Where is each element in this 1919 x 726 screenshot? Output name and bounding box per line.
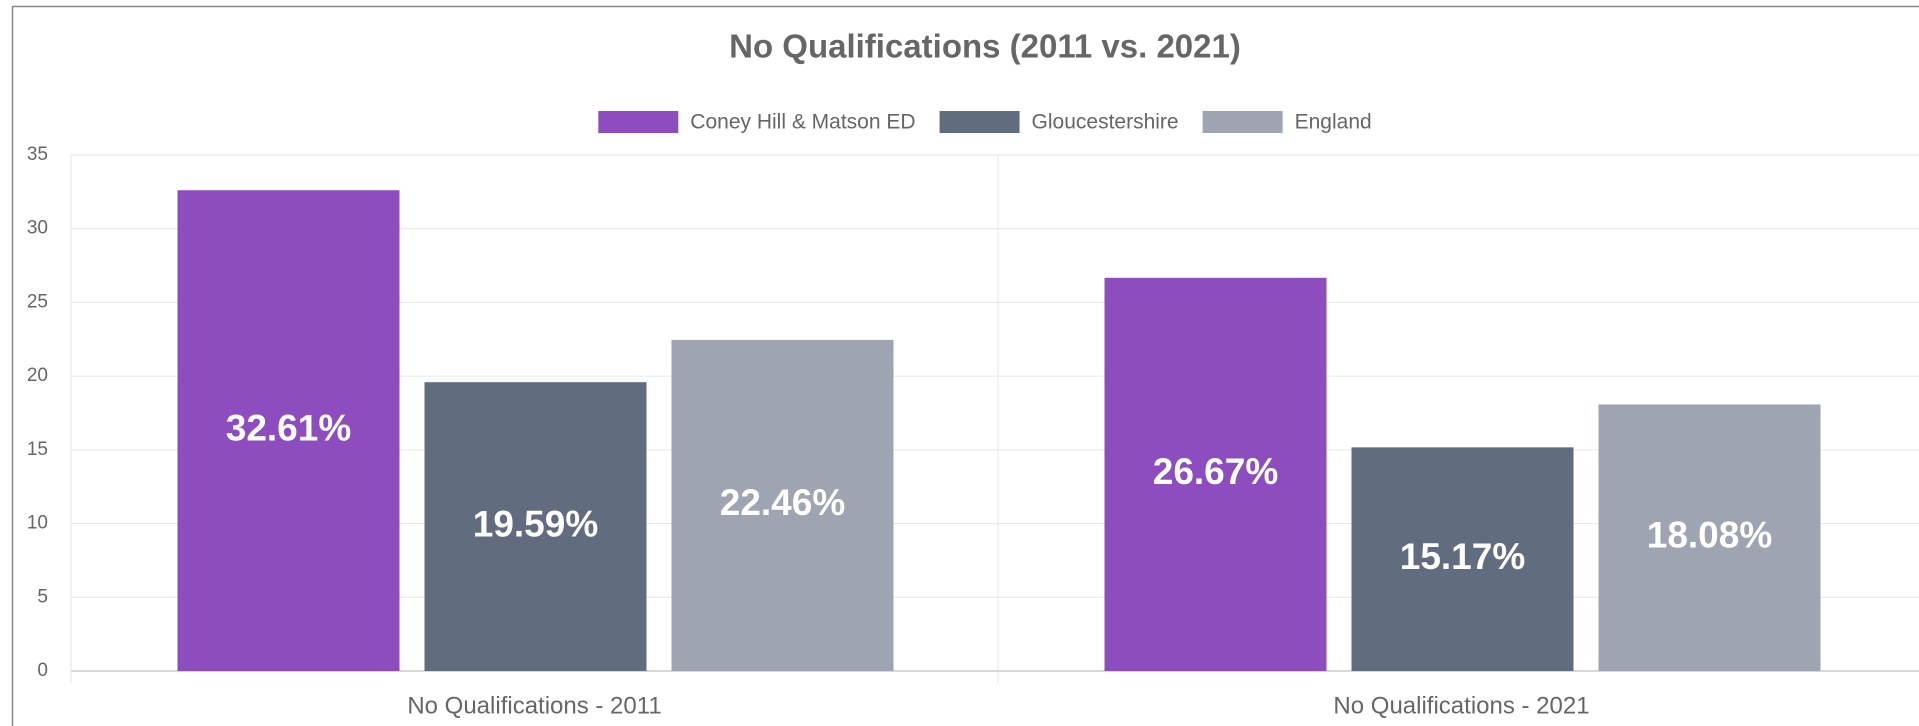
legend-label: England — [1295, 111, 1372, 134]
bar — [177, 190, 400, 672]
data-label: 18.08% — [1647, 515, 1773, 556]
y-tick-label: 30 — [27, 218, 48, 239]
legend-label: Coney Hill & Matson ED — [690, 111, 915, 134]
y-tick-label: 20 — [27, 365, 48, 386]
legend-label: Gloucestershire — [1032, 111, 1179, 134]
legend-swatch — [939, 111, 1020, 133]
data-label: 22.46% — [720, 482, 846, 523]
y-tick-label: 5 — [37, 586, 48, 607]
chart-title: No Qualifications (2011 vs. 2021) — [729, 28, 1241, 65]
y-tick-label: 15 — [27, 439, 48, 460]
legend-swatch — [598, 111, 679, 133]
y-tick-label: 35 — [27, 144, 48, 165]
bar — [1104, 277, 1327, 671]
bar — [424, 382, 647, 671]
x-tick-label: No Qualifications - 2021 — [1333, 692, 1589, 719]
bar — [671, 339, 894, 671]
data-label: 19.59% — [473, 503, 599, 544]
data-label: 32.61% — [226, 407, 352, 448]
data-label: 26.67% — [1153, 451, 1279, 492]
bar — [1351, 447, 1574, 671]
y-tick-label: 25 — [27, 291, 48, 312]
x-tick-label: No Qualifications - 2011 — [407, 692, 661, 719]
data-label: 15.17% — [1400, 536, 1526, 577]
y-tick-label: 10 — [27, 513, 48, 534]
y-tick-label: 0 — [37, 660, 48, 681]
legend-swatch — [1202, 111, 1283, 133]
bar — [1598, 404, 1821, 671]
